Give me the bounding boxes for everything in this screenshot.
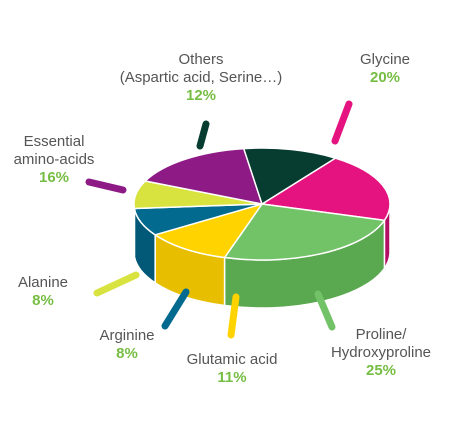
tick-essential bbox=[85, 178, 127, 194]
tick-glutamic bbox=[227, 293, 240, 339]
tick-arginine bbox=[161, 288, 190, 330]
tick-glycine bbox=[331, 100, 353, 145]
label-others-value: 12% bbox=[186, 87, 216, 104]
label-proline-value: 25% bbox=[366, 362, 396, 379]
label-arginine-name-0: Arginine bbox=[99, 327, 154, 344]
slice-proline bbox=[223, 203, 386, 261]
slice-others bbox=[242, 147, 337, 205]
label-others-name-0: Others bbox=[178, 51, 223, 68]
label-proline-name-1: Hydroxyproline bbox=[331, 344, 431, 361]
leader-ticks bbox=[85, 100, 353, 339]
pie-tops bbox=[133, 147, 391, 261]
label-essential-value: 16% bbox=[39, 169, 69, 186]
label-glycine-name-0: Glycine bbox=[360, 51, 410, 68]
label-alanine-value: 8% bbox=[32, 292, 54, 309]
slice-essential bbox=[144, 147, 263, 205]
label-glutamic-value: 11% bbox=[217, 369, 246, 386]
tick-others bbox=[196, 120, 210, 150]
label-others-name-1: (Aspartic acid, Serine…) bbox=[120, 69, 283, 86]
label-alanine-name-0: Alanine bbox=[18, 274, 68, 291]
slice-glycine bbox=[261, 157, 391, 222]
label-glutamic-name-0: Glutamic acid bbox=[187, 351, 278, 368]
label-arginine-value: 8% bbox=[116, 345, 138, 362]
label-proline-name-0: Proline/ bbox=[356, 326, 408, 343]
tick-proline bbox=[314, 290, 336, 331]
label-essential-name-0: Essential bbox=[24, 133, 85, 150]
label-essential-name-1: amino-acids bbox=[14, 151, 95, 168]
label-glycine-value: 20% bbox=[370, 69, 400, 86]
slice-glutamic bbox=[154, 203, 263, 259]
tick-alanine bbox=[93, 271, 140, 297]
